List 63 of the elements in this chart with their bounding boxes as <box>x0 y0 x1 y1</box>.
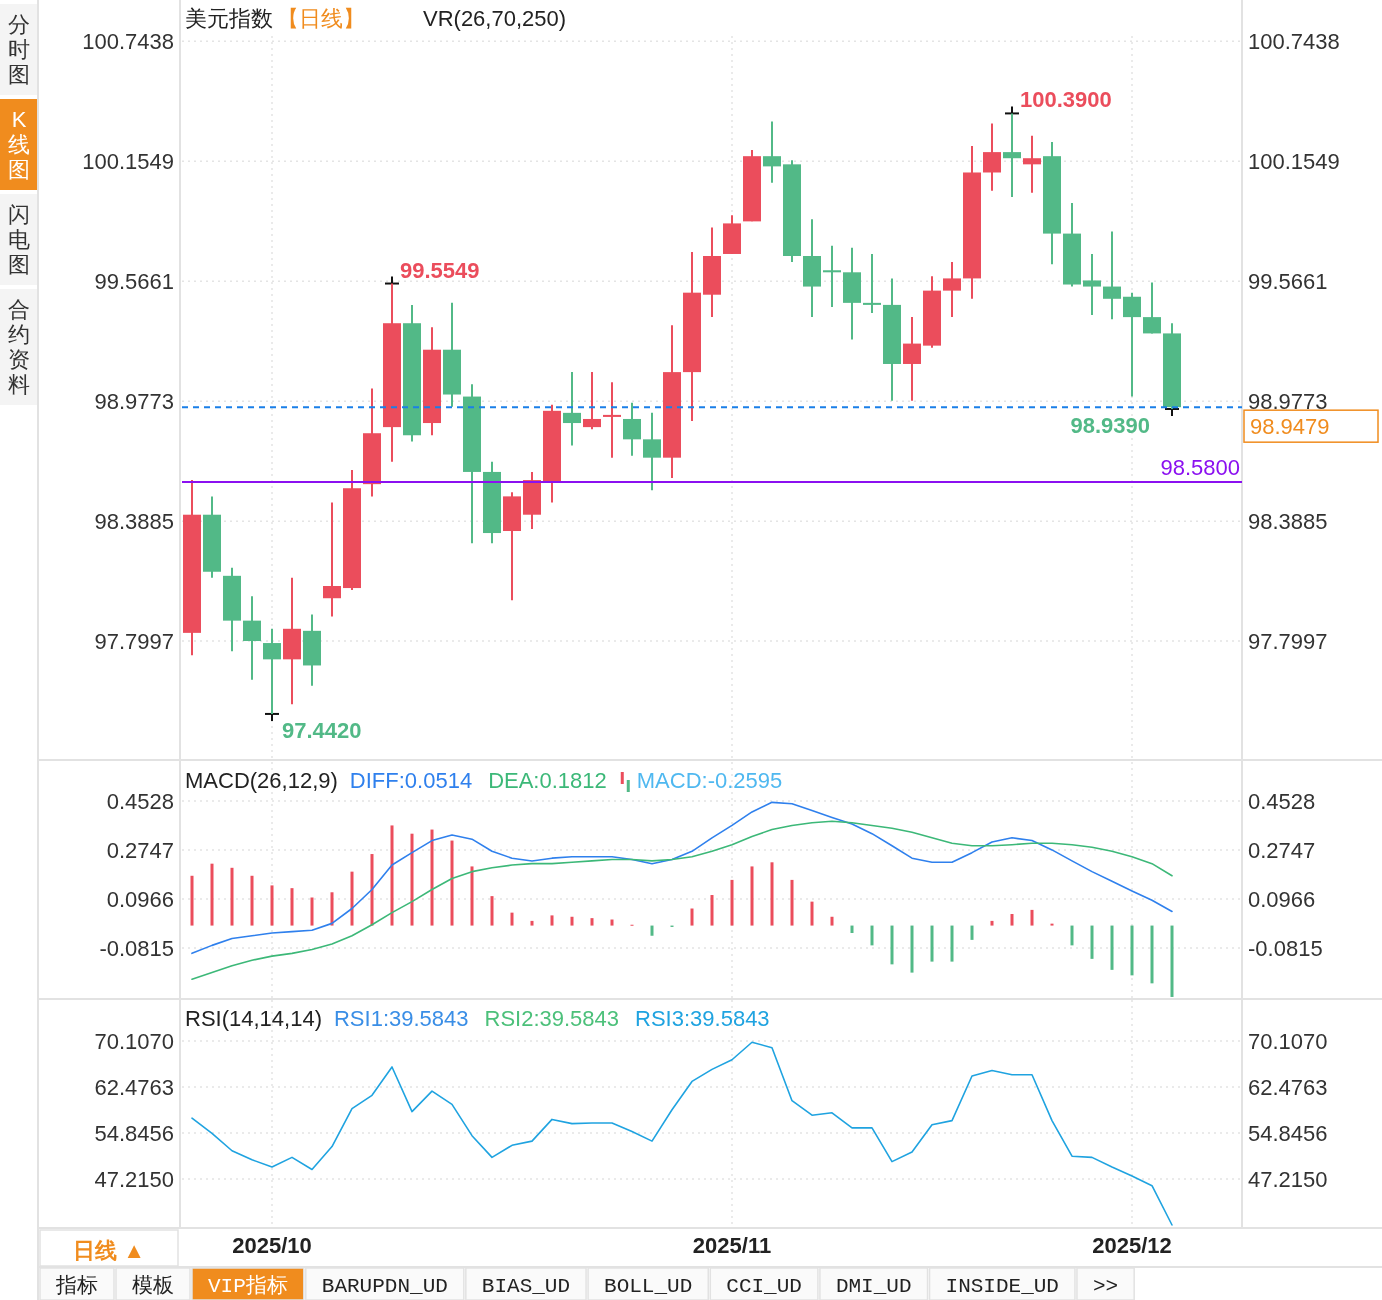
y2-tick-label: 62.4763 <box>1248 1075 1328 1100</box>
chart-subtitle: 【日线】 <box>277 6 365 31</box>
legend-label: RSI1:39.5843 <box>333 1006 469 1031</box>
y-tick-label: 54.8456 <box>94 1121 174 1146</box>
y-tick-label: 0.0966 <box>106 886 174 912</box>
text: 指标 <box>55 1274 98 1298</box>
y-tick-label: 98.9773 <box>94 389 174 415</box>
y-tick-label: 97.7997 <box>94 629 174 655</box>
y-tick-label: 47.2150 <box>94 1167 174 1192</box>
y2-tick-label: 0.2747 <box>1248 838 1316 863</box>
y2-tick-label: -0.0815 <box>1248 935 1323 961</box>
ref-line-label: 98.9479 <box>1250 414 1330 440</box>
y2-tick-label: 98.3885 <box>1248 509 1328 535</box>
y2-tick-label: 99.5661 <box>1248 269 1328 295</box>
text: 日线 ▲ <box>73 1238 145 1263</box>
text: VR(26,70,250) <box>423 6 567 31</box>
x-tick-label: 2025/10 <box>232 1233 312 1258</box>
annotation: 99.5549 <box>400 257 480 283</box>
text: DEA:0.1812 <box>488 768 607 793</box>
y2-tick-label: 97.7997 <box>1248 629 1328 655</box>
y2-tick-label: 100.1549 <box>1248 149 1340 175</box>
y2-tick-label: 47.2150 <box>1248 1167 1328 1192</box>
annotation: 100.3900 <box>1020 87 1112 113</box>
y2-tick-label: 100.7438 <box>1248 29 1340 55</box>
ref-line-label: 98.5800 <box>1160 455 1240 481</box>
text: BIAS_UD <box>481 1275 571 1298</box>
chart-title: MACD(26,12,9) <box>185 768 338 793</box>
chart-title: 美元指数 <box>185 6 273 31</box>
text: 闪电图 <box>8 202 30 277</box>
text: 分时图 <box>8 12 30 87</box>
text: VIP指标 <box>208 1274 288 1298</box>
text: >> <box>1092 1275 1119 1298</box>
y-tick-label: 0.2747 <box>106 838 174 863</box>
text: BOLL_UD <box>604 1275 693 1298</box>
y-tick-label: 0.4528 <box>106 789 174 815</box>
y-tick-label: 98.3885 <box>94 509 174 535</box>
y2-tick-label: 54.8456 <box>1248 1121 1328 1146</box>
y2-tick-label: 70.1070 <box>1248 1029 1328 1054</box>
y2-tick-label: 0.0966 <box>1248 886 1316 912</box>
text: BARUPDN_UD <box>321 1275 448 1298</box>
text: K线图 <box>8 107 30 182</box>
x-tick-label: 2025/11 <box>692 1233 772 1258</box>
y-tick-label: 62.4763 <box>94 1075 174 1100</box>
text: INSIDE_UD <box>945 1275 1059 1298</box>
legend-label: MACD:-0.2595 <box>636 768 783 793</box>
text: DIFF:0.0514 <box>349 768 473 793</box>
series-label: RSI3:39.5843 <box>635 1006 770 1031</box>
legend-label: RSI2:39.5843 <box>484 1006 620 1031</box>
text: DMI_UD <box>835 1275 912 1298</box>
annotation: 97.4420 <box>282 717 362 743</box>
y2-tick-label: 98.9773 <box>1248 389 1328 415</box>
chart-title: RSI(14,14,14) <box>185 1006 322 1031</box>
y-tick-label: 70.1070 <box>94 1029 174 1054</box>
text: 合约资料 <box>8 297 30 397</box>
annotation: 98.9390 <box>1070 412 1150 438</box>
x-tick-label: 2025/12 <box>1092 1233 1172 1258</box>
y2-tick-label: 0.4528 <box>1248 789 1316 815</box>
text: 模板 <box>132 1274 174 1298</box>
y-tick-label: 99.5661 <box>94 269 174 295</box>
text: CCI_UD <box>726 1275 802 1298</box>
y-tick-label: 100.1549 <box>82 149 174 175</box>
y-tick-label: -0.0815 <box>99 935 174 961</box>
y-tick-label: 100.7438 <box>82 29 174 55</box>
